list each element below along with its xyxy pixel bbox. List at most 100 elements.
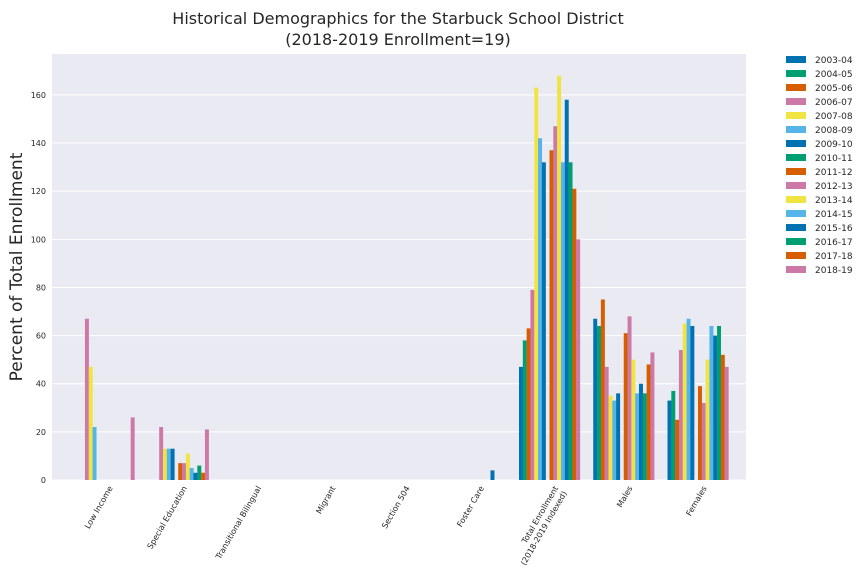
legend-label: 2007-08: [815, 112, 853, 122]
y-tick-label: 0: [41, 476, 46, 485]
legend-label: 2003-04: [815, 56, 853, 66]
legend-swatch: [786, 70, 806, 77]
bar: [646, 364, 651, 480]
legend-swatch: [786, 168, 806, 175]
bar: [616, 393, 621, 480]
x-tick-label: Females: [684, 485, 708, 518]
legend: 2003-04 2004-05 2005-06 2006-07 2007-08 2008-…: [786, 56, 853, 276]
bar: [709, 325, 714, 480]
bar: [604, 366, 609, 480]
bar: [650, 352, 655, 480]
y-tick-label: 100: [31, 235, 46, 244]
bar: [705, 359, 710, 480]
legend-swatch: [786, 252, 806, 259]
y-tick-label: 60: [36, 332, 46, 341]
bar: [159, 427, 164, 480]
bar: [667, 400, 672, 480]
bar: [623, 333, 628, 480]
x-tick-label: Low Income: [83, 484, 115, 530]
bar: [182, 463, 187, 480]
legend-label: 2006-07: [815, 98, 853, 108]
bar: [686, 318, 691, 480]
bar: [675, 419, 680, 480]
chart-title: Historical Demographics for the Starbuck…: [172, 9, 623, 28]
bar: [608, 395, 613, 480]
x-tick-label: Transitional Bilingual: [214, 485, 264, 562]
bar: [92, 427, 97, 480]
bar: [84, 318, 89, 480]
bar: [701, 402, 706, 480]
bar: [541, 162, 546, 480]
y-axis-label: Percent of Total Enrollment: [7, 152, 27, 381]
bar: [88, 366, 93, 480]
bar: [720, 354, 725, 480]
bar: [557, 75, 562, 480]
bar: [490, 470, 495, 480]
bar: [713, 335, 718, 480]
legend-swatch: [786, 182, 806, 189]
bar: [564, 99, 569, 480]
bar: [600, 299, 605, 480]
y-tick-label: 140: [31, 139, 46, 148]
bar: [553, 126, 558, 480]
y-tick-label: 80: [36, 283, 46, 292]
legend-label: 2018-19: [815, 266, 853, 276]
bar: [197, 465, 202, 480]
legend-label: 2012-13: [815, 182, 853, 192]
x-tick-label: Males: [615, 485, 634, 510]
legend-label: 2017-18: [815, 252, 853, 262]
bar: [201, 472, 206, 480]
bar: [627, 316, 632, 480]
x-tick-label: Foster Care: [455, 484, 486, 528]
bar: [717, 325, 722, 480]
bar: [631, 359, 636, 480]
bar: [690, 325, 695, 480]
bar-series: [84, 75, 729, 481]
legend-label: 2010-11: [815, 154, 853, 164]
legend-label: 2011-12: [815, 168, 853, 178]
bar: [576, 239, 581, 480]
bar: [538, 138, 543, 481]
legend-swatch: [786, 140, 806, 147]
legend-label: 2015-16: [815, 224, 853, 234]
bar: [534, 87, 539, 480]
legend-swatch: [786, 224, 806, 231]
bar: [560, 162, 565, 480]
legend-swatch: [786, 126, 806, 133]
legend-swatch: [786, 98, 806, 105]
bar: [549, 150, 554, 480]
chart-subtitle: (2018-2019 Enrollment=19): [285, 30, 511, 49]
y-tick-label: 40: [36, 380, 46, 389]
legend-label: 2016-17: [815, 238, 853, 248]
legend-swatch: [786, 154, 806, 161]
bar: [519, 366, 523, 480]
bar: [193, 472, 198, 480]
legend-label: 2008-09: [815, 126, 853, 136]
bar: [178, 463, 183, 480]
legend-swatch: [786, 196, 806, 203]
bar: [530, 289, 535, 480]
bar: [526, 328, 531, 480]
bar: [678, 350, 683, 480]
bar: [593, 318, 598, 480]
legend-swatch: [786, 56, 806, 63]
bar: [671, 390, 676, 480]
bar: [639, 383, 643, 480]
legend-swatch: [786, 210, 806, 217]
legend-swatch: [786, 112, 806, 119]
bar: [522, 340, 527, 480]
legend-label: 2013-14: [815, 196, 853, 206]
bar: [189, 467, 194, 480]
legend-swatch: [786, 238, 806, 245]
x-tick-labels: Low Income Special Education Transitional …: [83, 484, 709, 566]
bar: [204, 429, 209, 480]
bar: [185, 453, 190, 480]
bar: [130, 417, 135, 480]
y-tick-label: 20: [36, 428, 46, 437]
legend-label: 2005-06: [815, 84, 853, 94]
legend-label: 2004-05: [815, 70, 853, 80]
legend-label: 2014-15: [815, 210, 853, 220]
bar: [635, 393, 640, 480]
bar: [612, 400, 617, 480]
